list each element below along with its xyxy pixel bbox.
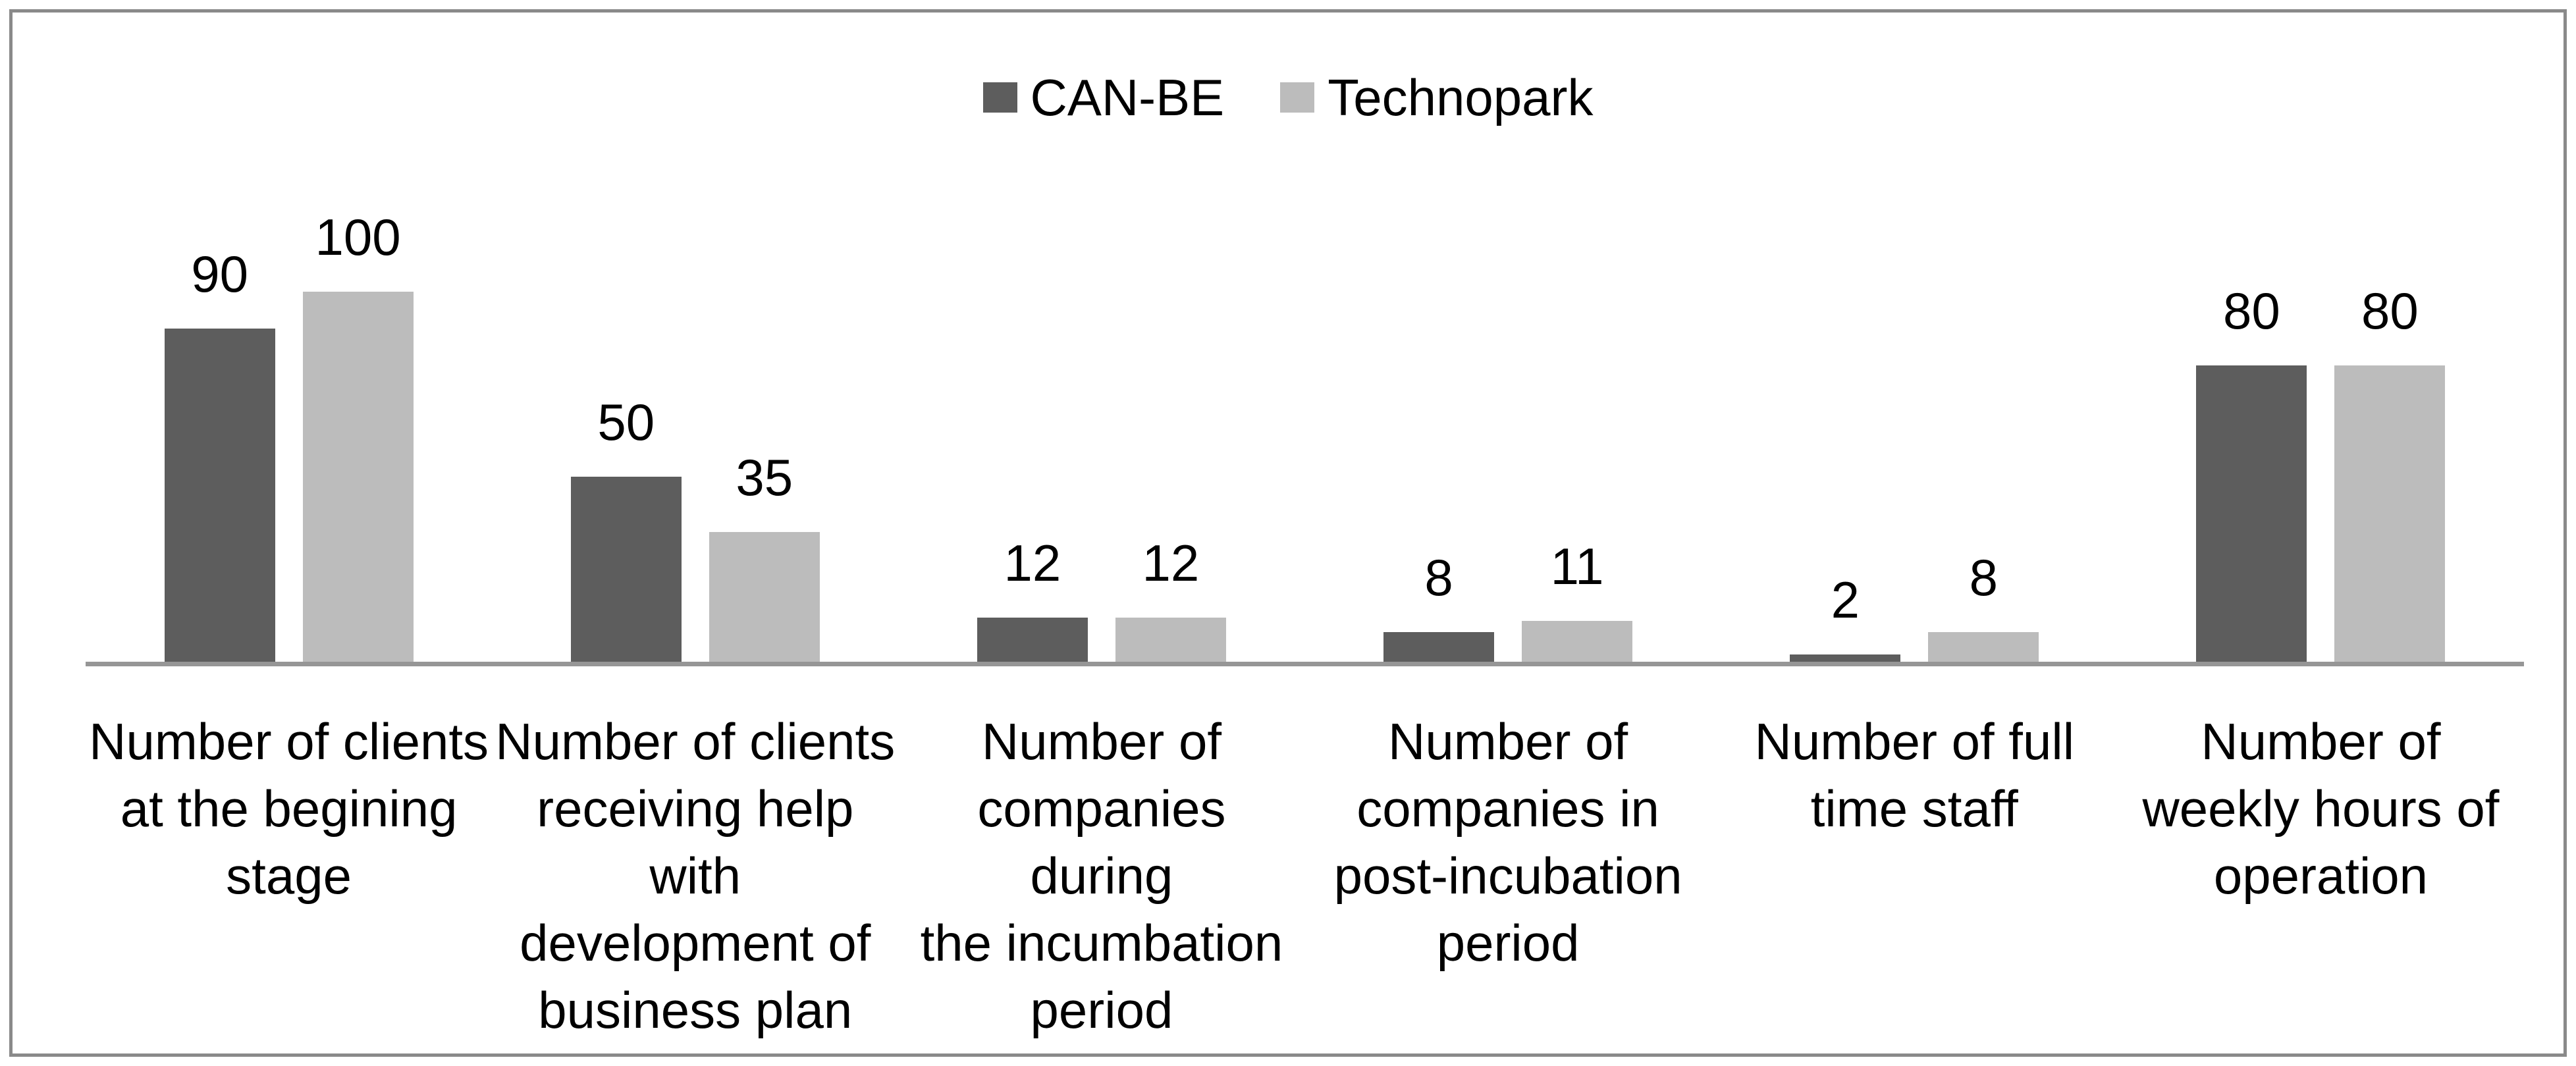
bar-value-label-technopark-5: 80	[2361, 282, 2419, 340]
bar-can-be-4	[1790, 654, 1901, 662]
bar-wrap-can-be-1: 50	[570, 201, 682, 662]
legend-swatch-technopark	[1280, 82, 1315, 113]
bar-technopark-2	[1115, 618, 1226, 662]
bar-wrap-technopark-2: 12	[1115, 201, 1226, 662]
category-label-5: Number of weekly hours of operation	[2142, 712, 2500, 905]
legend-label-technopark: Technopark	[1328, 68, 1594, 126]
bar-can-be-0	[164, 329, 275, 662]
bar-wrap-technopark-3: 11	[1522, 201, 1633, 662]
bar-value-label-can-be-2: 12	[1004, 534, 1061, 592]
legend: CAN-BE Technopark	[13, 72, 2563, 123]
legend-swatch-can-be	[982, 82, 1017, 113]
category-label-0: Number of clients at the begining stage	[89, 712, 489, 905]
bar-group-0: 90 100	[86, 201, 492, 662]
bar-value-label-technopark-4: 8	[1969, 548, 1998, 606]
legend-label-can-be: CAN-BE	[1030, 68, 1225, 126]
bar-technopark-0	[302, 292, 414, 662]
x-axis-line	[86, 662, 2524, 666]
bar-can-be-3	[1383, 632, 1495, 662]
category-label-2: Number of companies during the incumbati…	[920, 712, 1283, 1039]
category-labels-row: Number of clients at the begining stage N…	[86, 708, 2524, 1044]
bar-value-label-can-be-5: 80	[2223, 282, 2280, 340]
bar-wrap-can-be-4: 2	[1790, 201, 1901, 662]
chart-frame: CAN-BE Technopark 90 100 50 35 12 12 8 11 2 8 80 80 …	[9, 9, 2567, 1057]
bar-can-be-5	[2196, 365, 2307, 662]
bar-value-label-can-be-3: 8	[1424, 548, 1453, 606]
bar-group-1: 50 35	[492, 201, 898, 662]
bar-group-3: 8 11	[1305, 201, 1711, 662]
bar-can-be-2	[977, 618, 1088, 662]
plot-area: 90 100 50 35 12 12 8 11 2 8 80 80 Number of clients…	[86, 13, 2524, 1066]
bar-value-label-technopark-3: 11	[1550, 537, 1604, 595]
bar-wrap-can-be-2: 12	[977, 201, 1088, 662]
bar-technopark-4	[1928, 632, 2039, 662]
bar-wrap-technopark-0: 100	[302, 201, 414, 662]
bar-wrap-technopark-5: 80	[2334, 201, 2446, 662]
bar-wrap-can-be-5: 80	[2196, 201, 2307, 662]
bar-technopark-5	[2334, 365, 2446, 662]
bar-can-be-1	[570, 477, 682, 662]
legend-entry-technopark: Technopark	[1280, 72, 1593, 123]
category-label-4: Number of full time staff	[1754, 712, 2075, 838]
bar-value-label-technopark-0: 100	[315, 208, 401, 266]
bars-row: 90 100 50 35 12 12 8 11 2 8 80 80	[86, 201, 2524, 662]
bar-group-5: 80 80	[2118, 201, 2524, 662]
bar-value-label-can-be-1: 50	[597, 393, 655, 451]
bar-technopark-3	[1522, 621, 1633, 662]
legend-entry-can-be: CAN-BE	[982, 68, 1225, 126]
bar-wrap-can-be-0: 90	[164, 201, 275, 662]
bar-value-label-can-be-4: 2	[1831, 571, 1860, 629]
bar-value-label-technopark-2: 12	[1142, 534, 1200, 592]
category-label-1: Number of clients receiving help with de…	[495, 712, 896, 1039]
bar-wrap-technopark-1: 35	[709, 201, 820, 662]
bar-value-label-technopark-1: 35	[736, 448, 793, 506]
category-label-3: Number of companies in post-incubation p…	[1333, 712, 1682, 972]
bar-wrap-technopark-4: 8	[1928, 201, 2039, 662]
bar-wrap-can-be-3: 8	[1383, 201, 1495, 662]
bar-value-label-can-be-0: 90	[191, 245, 248, 303]
bar-group-2: 12 12	[898, 201, 1304, 662]
bar-technopark-1	[709, 532, 820, 662]
